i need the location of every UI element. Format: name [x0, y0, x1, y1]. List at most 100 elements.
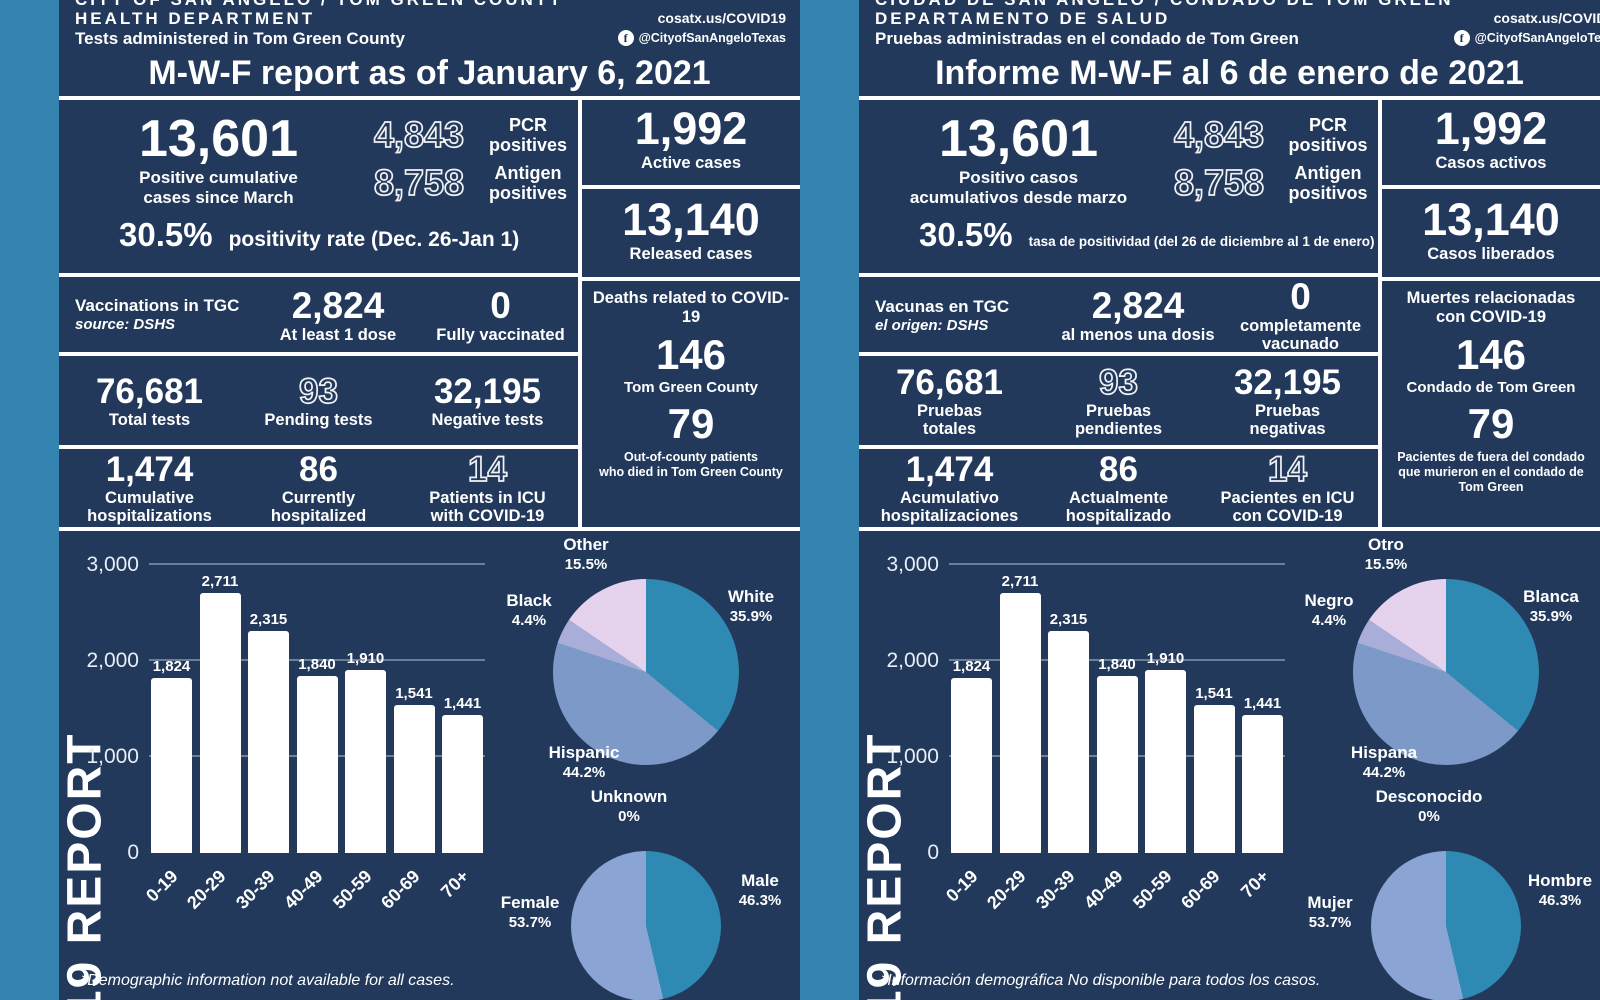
bar-60-69	[1193, 705, 1235, 853]
bc-group: 1,824 0-19	[142, 565, 192, 906]
panel-spanish: COVID-19 REPORT CIUDAD DE SAN ANGELO / C…	[800, 0, 1600, 1000]
social-handle[interactable]: f @CityofSanAngeloTexas	[617, 30, 786, 46]
pl-pct: 44.2%	[1362, 764, 1406, 781]
pl-name: Desconocido	[1375, 787, 1483, 806]
bc-group: 1,840 40-49	[1080, 565, 1138, 913]
bc-grid	[149, 563, 485, 565]
pie-slice-label-female: Female 53.7%	[487, 893, 573, 932]
active-cases-value: 1,992	[634, 103, 748, 154]
dose1-stat: 2,824 al menos una dosis	[1053, 286, 1223, 345]
social-handle[interactable]: f @CityofSanAngeloTexas	[1453, 30, 1600, 46]
dose1-label: al menos una dosis	[1061, 326, 1215, 344]
divider	[1382, 185, 1600, 189]
released-cases-label: Released cases	[629, 245, 753, 263]
pl-pct: 53.7%	[1308, 914, 1352, 931]
deaths-section: Muertes relacionadas con COVID-19 146 Co…	[1382, 281, 1600, 527]
test-type-breakdown: 4,843 PCR positives 8,758 Antigen positi…	[360, 110, 578, 208]
bc-ylab: 1,000	[886, 745, 939, 769]
total-tests-value: 76,681	[895, 362, 1004, 402]
pl-name: Otro	[1368, 535, 1404, 554]
divider	[859, 445, 1378, 449]
fully-vaccinated-stat: 0 Fully vaccinated	[423, 285, 578, 344]
positivity-rate-label: tasa de positividad (del 26 de diciembre…	[1028, 234, 1375, 249]
divider	[59, 96, 800, 100]
cumulative-cases-value: 13,601	[938, 110, 1099, 168]
pie-slice-label-hispanic: Hispanic 44.2%	[535, 743, 633, 782]
website-link[interactable]: cosatx.us/COVID19	[1493, 10, 1600, 26]
bc-group: 1,441 70+	[437, 565, 483, 902]
header-org-block: CIUDAD DE SAN ANGELO / CONDADO DE TOM GR…	[875, 0, 1454, 52]
total-tests-label: Pruebas totales	[916, 401, 983, 438]
pcr-positives-value: 4,843	[1173, 113, 1265, 156]
active-cases-label: Casos activos	[1435, 154, 1547, 172]
pie-slice-label-negro: Negro 4.4%	[1285, 591, 1373, 630]
negative-tests-label: Negative tests	[431, 410, 544, 429]
bc-xlab: 20-29	[983, 866, 1030, 913]
bc-val: 2,711	[201, 572, 239, 590]
icu-patients-label: Pacientes en ICU con COVID-19	[1220, 489, 1355, 525]
cumulative-hospitalizations-stat: 1,474 Acumulativo hospitalizaciones	[865, 451, 1034, 526]
currently-hospitalized-value: 86	[1099, 450, 1138, 489]
side-banner-strip: COVID-19 REPORT	[800, 0, 911, 1000]
out-of-county-deaths-label: Pacientes de fuera del condado que murie…	[1397, 450, 1585, 494]
pl-pct: 4.4%	[1311, 612, 1347, 629]
bar-0-19	[951, 677, 992, 853]
pcr-positives-stat: 4,843 PCR positives	[360, 113, 578, 156]
pl-pct: 35.9%	[729, 608, 773, 625]
positivity-rate-stat: 30.5% positivity rate (Dec. 26-Jan 1)	[77, 208, 578, 254]
pie-slice-label-hispana: Hispana 44.2%	[1335, 743, 1433, 782]
currently-hospitalized-stat: 86 Actualmente hospitalizado	[1034, 450, 1203, 526]
bc-val: 1,910	[346, 649, 385, 667]
bc-plot: 0 1,000 2,000 3,000 1,824 0-19 2,711 20-29 2,315…	[886, 553, 1285, 913]
bar-0-19	[151, 677, 192, 853]
positivity-rate-value: 30.5%	[119, 216, 213, 253]
bc-group: 1,541 60-69	[1177, 565, 1235, 913]
active-cases-stat: 1,992 Casos activos	[1382, 100, 1600, 185]
header: CITY OF SAN ANGELO / TOM GREEN COUNTY HE…	[59, 0, 800, 52]
charts-section: 0 1,000 2,000 3,000 1,824 0-19 2,711 20-29 2,315…	[859, 531, 1600, 1000]
cumulative-hospitalizations-label: Cumulative hospitalizations	[87, 489, 212, 525]
pl-name: Blanca	[1523, 587, 1579, 606]
pl-name: Female	[500, 893, 560, 912]
antigen-positives-label: Antigen positivos	[1288, 163, 1368, 203]
positivity-rate-stat: 30.5% tasa de positividad (del 26 de dic…	[877, 208, 1378, 254]
org-name-line1: CITY OF SAN ANGELO / TOM GREEN COUNTY	[75, 0, 564, 9]
bc-group: 1,441 70+	[1237, 565, 1283, 902]
antigen-positives-stat: 8,758 Antigen positives	[360, 161, 578, 204]
currently-hospitalized-stat: 86 Currently hospitalized	[234, 451, 403, 526]
dose1-stat: 2,824 At least 1 dose	[253, 285, 423, 344]
bc-ylab: 0	[127, 841, 139, 864]
bar-70+	[1242, 714, 1283, 853]
divider	[859, 273, 1378, 277]
stats-left-column: 13,601 Positive cumulative cases since M…	[59, 100, 578, 527]
negative-tests-value: 32,195	[1233, 362, 1342, 402]
summary-section: 13,601 Positive cumulative cases since M…	[59, 100, 578, 273]
cumulative-hospitalizations-value: 1,474	[105, 450, 194, 489]
cumulative-hospitalizations-label: Acumulativo hospitalizaciones	[880, 489, 1019, 525]
out-of-county-deaths-label: Out-of-county patients who died in Tom G…	[599, 450, 783, 479]
pie-slice-label-blanca: Blanca 35.9%	[1507, 587, 1595, 626]
org-name-line1: CIUDAD DE SAN ANGELO / CONDADO DE TOM GR…	[875, 0, 1454, 9]
bc-ylab: 3,000	[86, 553, 139, 576]
county-deaths-label: Condado de Tom Green	[1406, 379, 1576, 396]
bc-ylab: 3,000	[886, 553, 939, 576]
cumulative-cases-label: Positive cumulative cases since March	[139, 168, 298, 207]
vaccinations-title-block: Vacunas en TGC el origen: DSHS	[875, 297, 1053, 334]
dose1-label: At least 1 dose	[279, 325, 397, 344]
bar-30-39	[248, 630, 289, 853]
county-deaths-value: 146	[655, 331, 727, 378]
county-deaths-value: 146	[1455, 331, 1527, 378]
cumulative-cases-value: 13,601	[138, 110, 299, 168]
positivity-rate-value: 30.5%	[919, 216, 1013, 253]
bc-xlab: 40-49	[280, 866, 327, 913]
gender-pie-chart: Hombre 46.3% Mujer 53.7% Desconocido 0%	[1279, 783, 1596, 1000]
stats-grid: 13,601 Positivo casos acumulativos desde…	[859, 100, 1600, 527]
footnote: *Demographic information not available f…	[81, 972, 455, 989]
bc-group: 1,840 40-49	[280, 565, 338, 913]
website-link[interactable]: cosatx.us/COVID19	[657, 10, 786, 26]
icu-patients-value: 14	[467, 450, 508, 490]
facebook-icon: f	[617, 30, 634, 46]
bc-xlab: 70+	[1236, 866, 1273, 902]
bc-group: 2,711 20-29	[183, 565, 241, 913]
pending-tests-label: Pruebas pendientes	[1074, 401, 1163, 438]
